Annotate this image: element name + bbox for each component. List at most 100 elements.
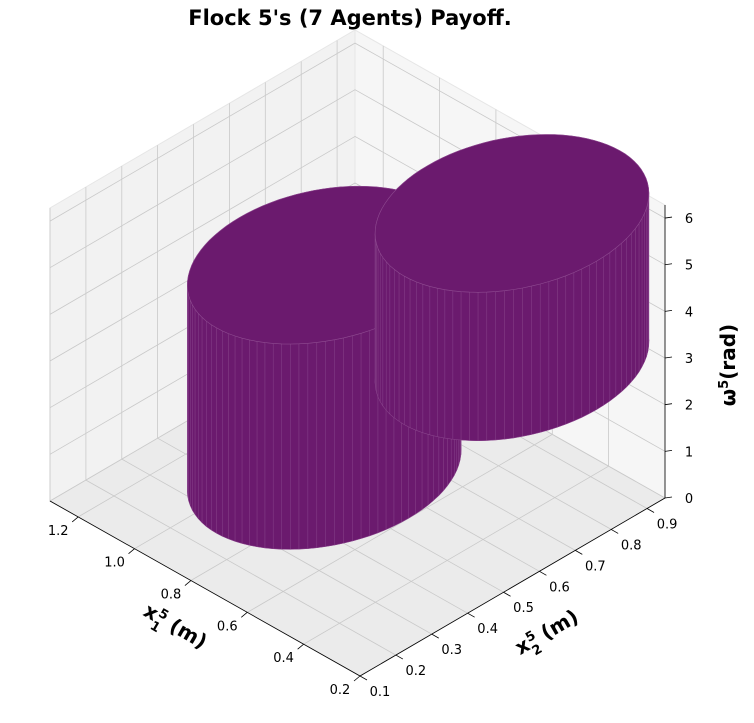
cylinder-side-facet (307, 342, 317, 549)
x-tick-label: 1.2 (48, 524, 69, 539)
x-tick-mark (71, 516, 79, 523)
cylinder-side-facet (216, 327, 223, 537)
cylinder-side-facet (241, 337, 250, 546)
cylinder-side-facet (477, 291, 487, 441)
cylinder-side-facet (404, 275, 411, 428)
cylinder-side-facet (540, 281, 550, 433)
cylinder-side-facet (192, 304, 196, 516)
cylinder-side-facet (264, 342, 274, 549)
cylinder-side-facet (565, 272, 575, 425)
cylinder-side-facet (513, 287, 523, 439)
x-tick-label: 0.8 (161, 588, 182, 603)
cylinder-top-cap (374, 134, 650, 293)
cylinder-side-facet (190, 300, 193, 511)
cylinder-side-facet (316, 340, 326, 548)
cylinder-side-facet (422, 284, 431, 436)
y-tick-label: 0.3 (441, 643, 462, 658)
cylinder-side-facet (325, 339, 335, 547)
y-tick-label: 0.7 (585, 559, 606, 574)
y-tick-label: 0.5 (513, 601, 534, 616)
y-tick-label: 0.4 (477, 622, 498, 637)
cylinder-side-facet (394, 269, 400, 422)
cylinder-side-facet (201, 317, 207, 527)
cylinder-side-facet (416, 281, 424, 433)
cylinder-side-facet (376, 243, 379, 398)
y-tick-mark (395, 654, 404, 660)
y-tick-mark (575, 550, 583, 555)
y-tick-mark (359, 675, 368, 681)
z-tick-label: 3 (685, 352, 693, 367)
cylinder-side-facet (589, 260, 597, 414)
z-tick-label: 1 (685, 445, 693, 460)
z-tick-label: 6 (685, 212, 693, 227)
y-tick-mark (610, 529, 619, 534)
surface-1 (374, 134, 650, 442)
x-tick-label: 0.6 (217, 619, 238, 634)
cylinder-side-facet (522, 285, 532, 437)
cylinder-side-facet (469, 291, 479, 441)
cylinder-side-facet (638, 217, 643, 373)
cylinder-side-facet (298, 343, 309, 550)
cylinder-side-facet (343, 335, 353, 544)
z-tick-label: 5 (685, 259, 693, 274)
x-tick-mark (297, 643, 304, 650)
cylinder-side-facet (444, 289, 454, 440)
z-tick-mark (664, 356, 673, 359)
cylinder-side-facet (644, 207, 647, 362)
cylinder-side-facet (377, 248, 381, 402)
cylinder-side-facet (557, 275, 566, 428)
cylinder-side-facet (603, 252, 611, 406)
z-tick-label: 4 (685, 305, 693, 320)
y-tick-label: 0.8 (621, 538, 642, 553)
x-axis-label: x15 (m) (136, 598, 211, 659)
x-tick-label: 0.4 (273, 651, 294, 666)
cylinder-side-facet (452, 290, 462, 441)
cylinder-side-facet (249, 339, 258, 547)
z-tick-label: 0 (685, 492, 693, 507)
x-tick-label: 1.0 (104, 556, 125, 571)
cylinder-side-facet (504, 289, 514, 440)
y-tick-mark (431, 633, 439, 639)
cylinder-side-facet (234, 335, 243, 544)
cylinder-side-facet (273, 343, 282, 550)
cylinder-side-facet (382, 256, 387, 411)
cylinder-side-facet (290, 343, 300, 550)
cylinder-side-facet (573, 268, 582, 422)
z-tick-mark (664, 263, 673, 266)
cylinder-side-facet (531, 283, 541, 435)
x-tick-mark (184, 580, 192, 586)
z-tick-mark (664, 309, 673, 312)
cylinder-side-facet (389, 265, 395, 419)
y-tick-label: 0.2 (406, 664, 427, 679)
x-tick-mark (128, 548, 135, 555)
cylinder-side-facet (615, 242, 622, 397)
z-axis-label: ω5(rad) (716, 324, 740, 406)
cylinder-side-facet (460, 291, 470, 441)
cylinder-side-facet (495, 290, 505, 441)
cylinder-side-facet (641, 212, 645, 367)
cylinder-side-facet (228, 333, 236, 542)
cylinder-side-facet (409, 278, 417, 431)
x-tick-mark (353, 675, 361, 682)
cylinder-side-facet (646, 202, 649, 357)
cylinder-side-facet (635, 222, 640, 378)
cylinder-side-facet (334, 337, 344, 546)
x-axis-line (49, 500, 361, 677)
cylinder-side-facet (581, 264, 590, 418)
cylinder-side-facet (222, 330, 229, 540)
cylinder-side-facet (194, 308, 199, 520)
cylinder-side-facet (631, 227, 636, 383)
cylinder-side-facet (188, 295, 191, 506)
cylinder-side-facet (398, 272, 405, 425)
cylinder-side-facet (386, 261, 391, 415)
cylinder-side-facet (437, 287, 446, 439)
cylinder-side-facet (206, 320, 212, 531)
y-axis-line (359, 497, 666, 677)
cylinder-side-facet (380, 252, 384, 407)
cylinder-side-facet (626, 232, 632, 388)
y-tick-label: 0.1 (370, 685, 391, 700)
z-tick-mark (664, 403, 673, 406)
y-tick-mark (503, 591, 511, 597)
y-tick-mark (646, 508, 655, 513)
cylinder-side-facet (548, 278, 558, 431)
